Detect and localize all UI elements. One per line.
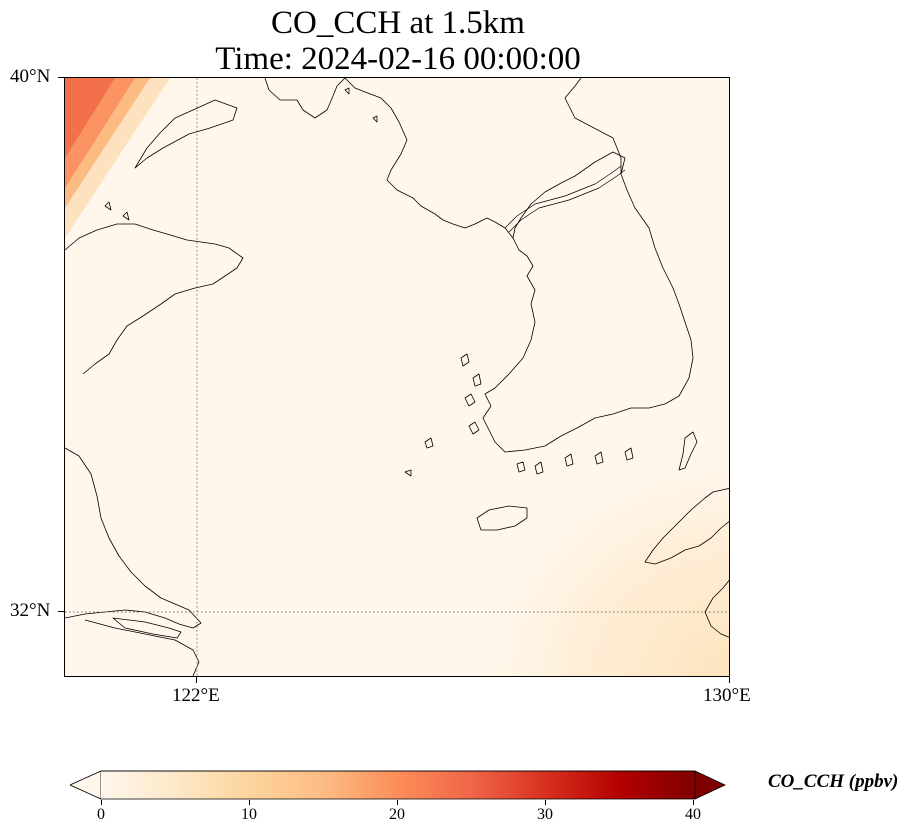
- lon-label-122: 122°E: [172, 685, 220, 706]
- lon-tick-130: [729, 677, 730, 683]
- map-canvas: [65, 78, 729, 676]
- lat-label-32: 32°N: [10, 600, 51, 621]
- islets-bohai: [104, 87, 378, 221]
- colorbar-tick-10: [249, 800, 250, 805]
- plume-southeast: [425, 408, 729, 676]
- map-panel[interactable]: [64, 77, 730, 677]
- map-subtitle-time: Time: 2024-02-16 00:00:00: [215, 41, 581, 77]
- colorbar-gradient: [101, 771, 695, 799]
- dmz-band: [504, 165, 622, 229]
- colorbar: [70, 770, 726, 800]
- colorbar-label-20: 20: [389, 806, 405, 823]
- lat-label-40: 40°N: [10, 66, 51, 87]
- yangtze-estuary: [84, 619, 200, 676]
- colorbar-tick-20: [397, 800, 398, 805]
- kyushu-coast: [644, 488, 729, 565]
- shandong-peninsula: [65, 223, 244, 375]
- map-title: CO_CCH at 1.5km: [271, 5, 525, 41]
- tsushima-island: [678, 431, 698, 471]
- yalu-coast: [344, 78, 514, 239]
- colorbar-label-40: 40: [685, 806, 701, 823]
- korean-peninsula-coast: [482, 151, 694, 453]
- colorbar-title: CO_CCH (ppbv): [768, 771, 899, 792]
- colorbar-label-10: 10: [241, 806, 257, 823]
- colorbar-tick-40: [693, 800, 694, 805]
- jeju-island: [476, 505, 528, 531]
- colorbar-label-0: 0: [97, 806, 105, 823]
- lat-tick-40: [58, 77, 64, 78]
- yangtze-island: [112, 617, 182, 639]
- dmz-band-2: [508, 169, 626, 233]
- plume-northwest-core: [65, 78, 115, 158]
- colorbar-label-30: 30: [537, 806, 553, 823]
- islets-west-korea: [404, 353, 482, 477]
- korea-east-coast: [564, 78, 622, 174]
- lat-tick-32: [58, 611, 64, 612]
- colorbar-extend-max: [694, 770, 726, 800]
- lon-label-130: 130°E: [703, 685, 751, 706]
- lon-tick-122: [196, 677, 197, 683]
- colorbar-extend-min: [70, 770, 102, 800]
- china-east-coast: [65, 447, 202, 629]
- islets-south-korea: [516, 447, 634, 475]
- bohai-north-coast: [134, 99, 238, 169]
- liaodong-coast: [264, 78, 346, 119]
- colorbar-tick-30: [545, 800, 546, 805]
- colorbar-tick-0: [101, 800, 102, 805]
- gridlines: [65, 78, 729, 676]
